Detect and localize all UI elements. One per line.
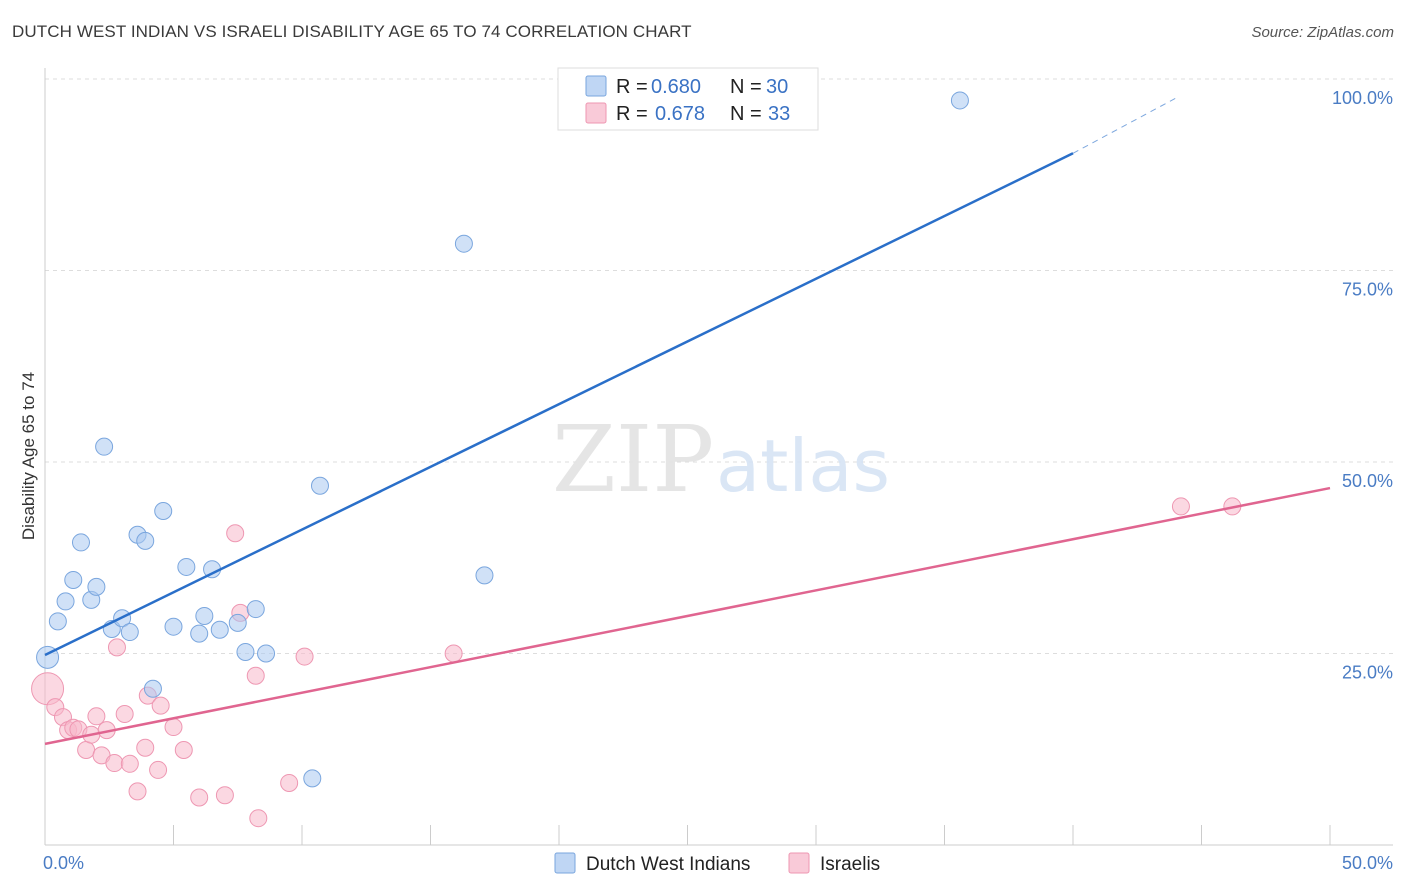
point-israelis-18 <box>149 760 168 779</box>
legend-r-value-pink: 0.678 <box>655 103 705 125</box>
point-dutch-west-indians-3 <box>64 570 83 589</box>
legend-swatch-blue <box>585 75 607 97</box>
point-dutch-west-indians-22 <box>236 642 255 661</box>
series-legend-swatch-blue <box>554 852 576 874</box>
point-dutch-west-indians-24 <box>257 644 276 663</box>
point-dutch-west-indians-25 <box>303 769 322 788</box>
point-dutch-west-indians-6 <box>87 577 106 596</box>
series-legend-label-pink: Israelis <box>820 854 880 875</box>
y-tick-label-3: 100.0% <box>1332 88 1393 108</box>
legend-n-label-pink: N = <box>730 103 762 125</box>
legend-swatch-pink <box>585 102 607 124</box>
point-dutch-west-indians-20 <box>210 620 229 639</box>
point-israelis-23 <box>215 786 234 805</box>
point-dutch-west-indians-13 <box>143 679 162 698</box>
point-dutch-west-indians-17 <box>190 624 209 643</box>
series-legend: Dutch West Indians Israelis <box>554 852 880 875</box>
point-dutch-west-indians-14 <box>154 502 173 521</box>
point-dutch-west-indians-2 <box>56 592 75 611</box>
point-dutch-west-indians-26 <box>310 476 329 495</box>
point-dutch-west-indians-27 <box>454 234 473 253</box>
point-dutch-west-indians-4 <box>71 533 90 552</box>
point-israelis-31 <box>1171 497 1190 516</box>
trendline-dutch-west-indians <box>44 152 1074 657</box>
point-israelis-16 <box>136 738 155 757</box>
legend-r-label-blue: R = <box>616 76 648 98</box>
legend-n-value-blue: 30 <box>766 76 788 98</box>
point-israelis-15 <box>128 782 147 801</box>
point-dutch-west-indians-29 <box>950 91 969 110</box>
point-dutch-west-indians-21 <box>228 613 247 632</box>
y-tick-labels: 25.0% 50.0% 75.0% 100.0% <box>1332 88 1393 683</box>
y-tick-label-0: 25.0% <box>1342 663 1393 683</box>
point-israelis-20 <box>164 718 183 737</box>
y-tick-label-1: 50.0% <box>1342 471 1393 491</box>
point-israelis-11 <box>105 754 124 773</box>
point-israelis-13 <box>115 705 134 724</box>
point-israelis-8 <box>87 707 106 726</box>
point-israelis-27 <box>249 809 268 828</box>
legend-r-label-pink: R = <box>616 103 648 125</box>
series-israelis <box>31 497 1242 828</box>
point-dutch-west-indians-18 <box>195 606 214 625</box>
point-israelis-21 <box>174 741 193 760</box>
point-dutch-west-indians-12 <box>136 531 155 550</box>
point-dutch-west-indians-15 <box>164 617 183 636</box>
point-israelis-24 <box>226 524 245 543</box>
watermark-zip: ZIP <box>552 406 714 513</box>
point-dutch-west-indians-16 <box>177 557 196 576</box>
watermark-atlas: atlas <box>716 424 890 508</box>
chart-title: DUTCH WEST INDIAN VS ISRAELI DISABILITY … <box>12 22 692 41</box>
point-israelis-22 <box>190 788 209 807</box>
x-tick-label-0: 0.0% <box>43 853 84 873</box>
trendline-israelis <box>44 486 1331 746</box>
point-israelis-12 <box>107 638 126 657</box>
point-dutch-west-indians-7 <box>95 437 114 456</box>
legend-n-label-blue: N = <box>730 76 762 98</box>
x-tick-label-1: 50.0% <box>1342 853 1393 873</box>
point-dutch-west-indians-1 <box>48 612 67 631</box>
point-dutch-west-indians-28 <box>475 566 494 585</box>
source-credit: Source: ZipAtlas.com <box>1251 24 1394 41</box>
watermark: ZIP atlas <box>552 406 890 513</box>
series-dutch-west-indians <box>36 91 969 788</box>
trendline-dutch-west-indians-extension <box>1072 97 1177 154</box>
point-dutch-west-indians-10 <box>120 623 139 642</box>
series-legend-swatch-pink <box>788 852 810 874</box>
correlation-legend: R = 0.680 N = 30 R = 0.678 N = 33 <box>557 67 819 131</box>
point-israelis-29 <box>295 647 314 666</box>
point-israelis-26 <box>246 666 265 685</box>
trend-lines <box>44 97 1331 746</box>
point-dutch-west-indians-23 <box>246 600 265 619</box>
legend-n-value-pink: 33 <box>768 103 790 125</box>
series-legend-label-blue: Dutch West Indians <box>586 854 750 875</box>
y-axis-label: Disability Age 65 to 74 <box>19 372 38 540</box>
axes <box>44 68 1393 846</box>
point-israelis-19 <box>151 696 170 715</box>
legend-r-value-blue: 0.680 <box>651 76 701 98</box>
y-tick-label-2: 75.0% <box>1342 280 1393 300</box>
grid-lines <box>45 78 1393 654</box>
x-tick-labels: 0.0% 50.0% <box>43 853 1393 873</box>
point-israelis-6 <box>77 741 96 760</box>
point-israelis-14 <box>120 754 139 773</box>
point-israelis-28 <box>280 773 299 792</box>
point-israelis-30 <box>444 644 463 663</box>
